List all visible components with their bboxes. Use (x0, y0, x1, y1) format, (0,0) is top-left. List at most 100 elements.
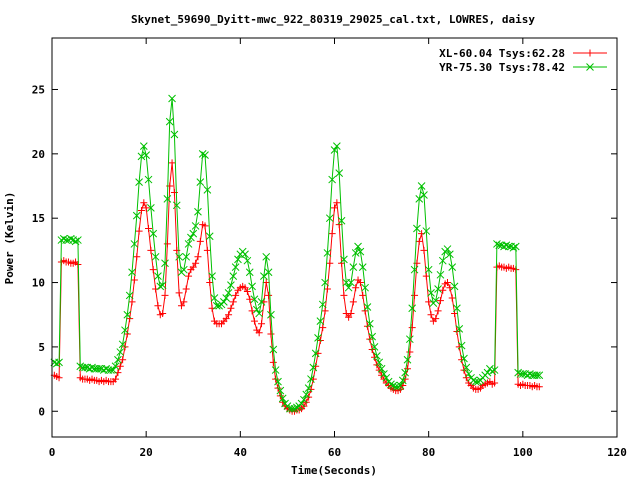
series-2 (50, 94, 544, 413)
data-point (126, 315, 134, 323)
data-point (326, 259, 334, 267)
data-point (227, 304, 235, 312)
data-point (389, 381, 398, 390)
data-point (154, 272, 162, 280)
data-point (288, 404, 296, 413)
data-point (514, 368, 522, 377)
data-point (137, 206, 145, 214)
data-point (135, 227, 143, 235)
data-point (361, 283, 369, 292)
data-point (373, 352, 381, 360)
data-point (278, 394, 287, 403)
data-point (331, 204, 338, 212)
data-point (161, 291, 169, 299)
data-point (370, 343, 379, 351)
data-point (375, 358, 384, 367)
data-point (112, 375, 120, 383)
data-point (111, 362, 120, 371)
data-point (151, 252, 160, 261)
data-point (158, 281, 167, 289)
x-axis-label: Time(Seconds) (291, 464, 377, 477)
data-point (406, 348, 414, 356)
data-point (325, 214, 334, 223)
data-point (192, 259, 200, 267)
data-point (408, 304, 417, 313)
data-point (191, 222, 200, 230)
data-point (453, 304, 461, 313)
data-point (208, 272, 216, 280)
data-point (491, 379, 499, 387)
data-point (321, 307, 329, 315)
data-point (347, 278, 355, 287)
data-point (149, 266, 157, 274)
data-point (243, 256, 252, 265)
data-point (457, 341, 466, 350)
data-point (347, 309, 355, 317)
data-point (269, 358, 277, 366)
data-point (252, 305, 261, 314)
data-point (222, 294, 231, 302)
data-point (316, 317, 325, 326)
data-point (408, 324, 416, 332)
data-point (139, 142, 148, 150)
y-tick-label: 0 (38, 405, 45, 418)
data-point (460, 354, 468, 363)
data-point (232, 291, 240, 299)
data-point (142, 204, 150, 212)
data-point (156, 282, 165, 291)
legend-label: XL-60.04 Tsys:62.28 (439, 47, 565, 60)
data-point (262, 252, 271, 261)
y-tick-label: 20 (32, 148, 45, 161)
data-point (307, 375, 315, 383)
data-point (196, 237, 204, 245)
data-point (59, 234, 68, 243)
data-point (345, 313, 353, 321)
data-point (535, 371, 544, 380)
data-point (493, 240, 501, 248)
data-point (130, 240, 139, 248)
data-point (358, 263, 367, 271)
data-point (243, 288, 251, 296)
data-point (311, 349, 320, 358)
data-point (175, 252, 183, 261)
data-point (361, 307, 369, 315)
y-tick-label: 5 (38, 341, 45, 354)
data-point (133, 253, 141, 261)
plot-series (50, 94, 544, 415)
data-point (205, 232, 214, 241)
data-point (102, 364, 110, 373)
data-point (337, 216, 346, 225)
data-point (469, 376, 478, 385)
data-point (292, 403, 301, 412)
data-point (123, 310, 132, 319)
data-point (194, 253, 202, 261)
data-point (354, 242, 362, 251)
y-tick-label: 10 (32, 277, 45, 290)
data-point (434, 307, 442, 315)
data-point (189, 229, 198, 238)
data-point (114, 355, 122, 364)
data-point (248, 307, 256, 315)
data-point (448, 294, 456, 302)
data-point (125, 291, 134, 300)
data-point (502, 241, 511, 250)
y-axis-label: Power (Kelvin) (3, 192, 16, 285)
data-point (387, 380, 395, 389)
data-point (403, 365, 411, 373)
data-point (229, 272, 238, 280)
data-point (448, 263, 457, 271)
data-point (255, 309, 264, 318)
data-point (203, 246, 211, 254)
data-point (212, 301, 221, 310)
data-point (109, 366, 118, 374)
data-point (359, 291, 367, 299)
data-point (490, 366, 499, 374)
data-point (363, 303, 372, 311)
y-tick-label: 25 (32, 83, 45, 96)
data-point (405, 335, 414, 344)
data-point (234, 255, 242, 264)
data-point (375, 366, 383, 374)
data-point (495, 241, 504, 250)
